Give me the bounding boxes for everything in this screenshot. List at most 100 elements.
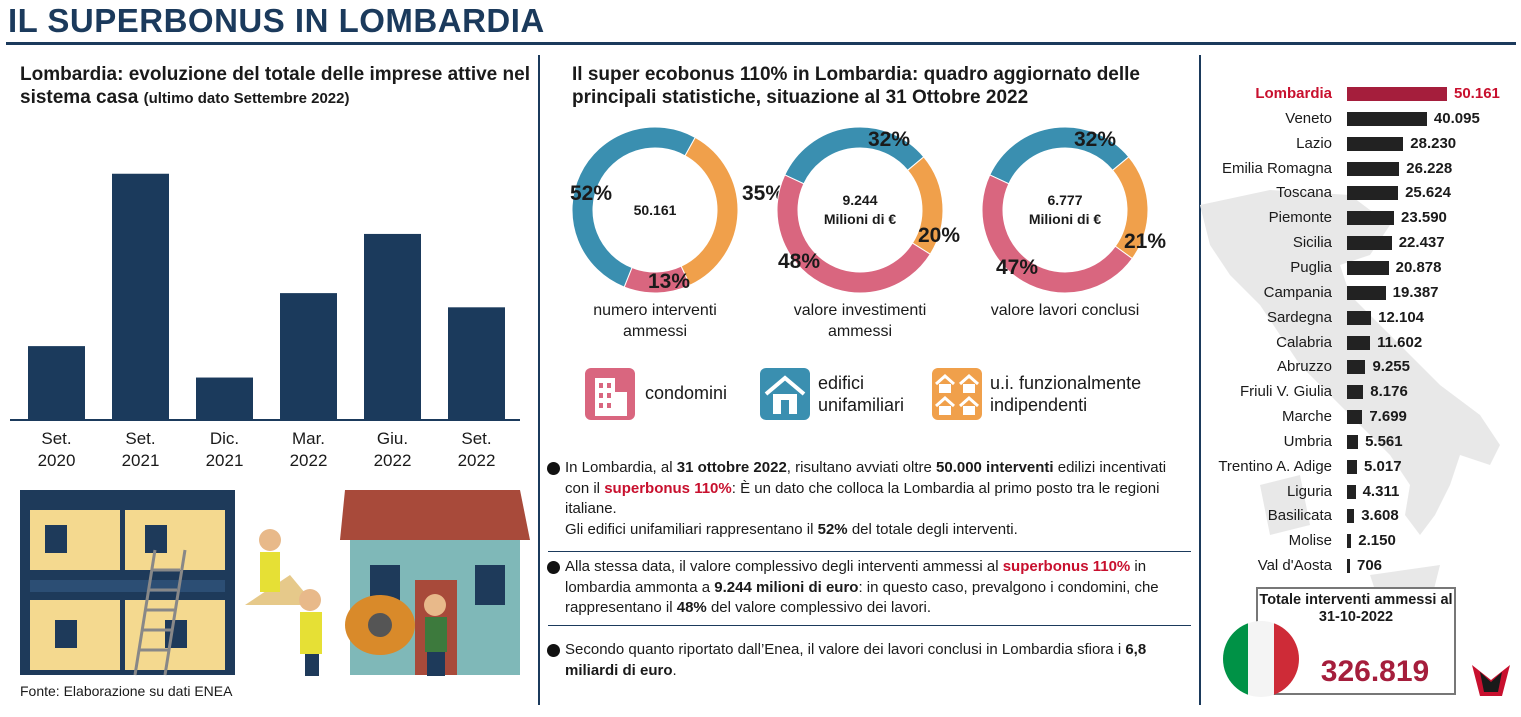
bold-text: 6,8 miliardi di euro (565, 641, 1147, 679)
region-name: Basilicata (1267, 507, 1332, 525)
region-bar (1347, 360, 1366, 375)
left-panel-title: Lombardia: evoluzione del totale delle i… (20, 63, 530, 110)
region-name: Trentino A. Adige (1218, 457, 1332, 475)
region-value: 28.230 (1410, 134, 1457, 152)
region-bar (1347, 111, 1427, 126)
region-bar (1347, 285, 1386, 300)
region-name: Friuli V. Giulia (1240, 383, 1332, 401)
main-title: IL SUPERBONUS IN LOMBARDIA (8, 2, 545, 39)
region-name: Molise (1288, 532, 1332, 550)
bar-category-text: Dic. 2021 (205, 429, 244, 470)
region-bar (1347, 236, 1392, 251)
region-value: 5.017 (1364, 457, 1402, 475)
region-bar (1347, 509, 1355, 524)
region-name: Val d'Aosta (1257, 557, 1332, 575)
bar-category-label: Giu. 2022 (353, 428, 433, 472)
region-name: Campania (1263, 283, 1332, 301)
bar (364, 233, 421, 420)
bold-text: 31 ottobre 2022 (676, 459, 787, 476)
region-bar (1347, 186, 1399, 201)
donut-center-line: Milioni di € (823, 211, 897, 227)
region-bar (1347, 260, 1389, 275)
donut-center-line: Milioni di € (1028, 211, 1102, 227)
italian-flag-circle (1223, 621, 1299, 697)
donut-center-line: 9.244 (842, 192, 878, 208)
bullet-text: del totale degli interventi. (847, 520, 1018, 538)
donut-pct-label: 52% (570, 182, 613, 205)
region-value: 25.624 (1405, 184, 1451, 202)
region-name: Liguria (1286, 482, 1332, 500)
region-name: Veneto (1285, 109, 1332, 127)
region-value: 7.699 (1369, 408, 1407, 426)
donut-pct-label: 13% (648, 270, 691, 293)
region-name: Lombardia (1255, 85, 1332, 102)
region-bar (1347, 136, 1404, 151)
region-name: Umbria (1283, 432, 1332, 450)
region-name: Abruzzo (1276, 358, 1332, 376)
bullet-paragraph: Secondo quanto riportato dall’Enea, il v… (565, 640, 1190, 681)
region-bar (1347, 161, 1400, 176)
region-name: Sicilia (1292, 234, 1332, 252)
legend-edifici: edifici unifamiliari (818, 373, 905, 415)
legend-condomini: condomini (645, 383, 728, 403)
condomini-icon (585, 368, 635, 420)
bullet-text: , risultano avviati oltre (786, 459, 937, 476)
bullet-paragraph: Alla stessa data, il valore complessivo … (565, 557, 1190, 619)
region-value: 12.104 (1378, 308, 1425, 326)
region-value: 11.602 (1377, 333, 1423, 351)
region-value: 40.095 (1433, 109, 1480, 127)
donut-slice (776, 174, 931, 294)
donut-pct-label: 32% (1074, 128, 1117, 151)
region-bar (1347, 410, 1363, 425)
bullet-text: Gli edifici unifamiliari rappresentano i… (565, 520, 818, 538)
region-bar (1347, 534, 1352, 549)
bold-text: 52% (817, 520, 848, 538)
bold-text: 48% (676, 599, 707, 616)
title-rule (6, 42, 1516, 45)
bullet-dot (547, 561, 560, 574)
total-title: Totale interventi ammessi al 31-10-2022 (1259, 592, 1453, 625)
highlight-text: superbonus 110% (1002, 558, 1131, 575)
donut-chart (571, 126, 739, 294)
donut-pct-label: 48% (778, 250, 821, 273)
region-bar (1347, 459, 1357, 474)
bullet-text: : È un dato che colloca la Lombardia al … (565, 479, 1160, 518)
region-value: 9.255 (1372, 358, 1410, 376)
left-title-main: Lombardia: evoluzione del totale delle i… (20, 64, 530, 108)
donut-chart (776, 126, 944, 294)
left-title-note: (ultimo dato Settembre 2022) (143, 90, 350, 107)
bullet-text: del valore complessivo dei lavori. (706, 599, 932, 616)
bar-category-text: Set. 2022 (457, 429, 496, 470)
donut-center-line: 50.161 (633, 201, 677, 218)
bar (28, 346, 85, 420)
bar-category-label: Set. 2020 (17, 428, 97, 472)
bar-category-text: Giu. 2022 (373, 429, 412, 470)
donut-pct-label: 21% (1124, 230, 1167, 253)
bar-category-label: Dic. 2021 (185, 428, 265, 472)
region-bar (1347, 385, 1364, 400)
bar-category-label: Set. 2022 (437, 428, 517, 472)
donut-caption: valore lavori conclusi (990, 302, 1140, 319)
donut-pct-label: 47% (996, 256, 1039, 279)
region-name: Piemonte (1268, 209, 1332, 227)
donut-center-line: 6.777 (1047, 192, 1083, 208)
region-name: Lazio (1296, 134, 1332, 152)
region-name: Sardegna (1266, 308, 1332, 326)
panel-divider-right (1199, 55, 1201, 705)
bar (280, 293, 337, 420)
donut-caption: valore investimenti ammessi (793, 302, 927, 340)
region-value: 26.228 (1406, 159, 1453, 177)
region-value: 8.176 (1370, 383, 1408, 401)
imprese-bar-chart (10, 173, 520, 421)
houses-icon (932, 368, 982, 420)
bold-text: 9.244 milioni di euro (714, 578, 859, 596)
region-name: Puglia (1290, 258, 1332, 276)
region-bar (1347, 87, 1447, 101)
donut-pct-label: 35% (742, 182, 785, 205)
region-value: 23.590 (1401, 209, 1447, 227)
donut-pct-label: 20% (918, 224, 961, 247)
bullet-dot (547, 644, 560, 657)
total-value: 326.819 (1320, 655, 1430, 688)
bullet-separator (548, 625, 1191, 626)
donut-slice (571, 126, 696, 288)
